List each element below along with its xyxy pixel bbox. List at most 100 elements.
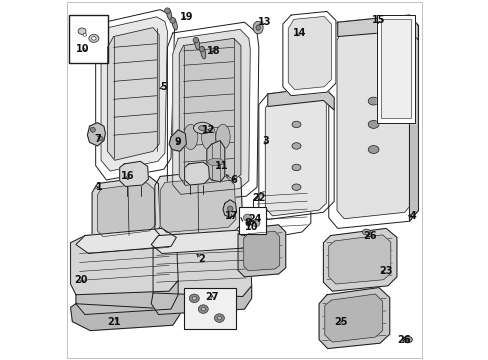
Polygon shape <box>267 87 333 110</box>
Text: 15: 15 <box>371 15 385 26</box>
Text: 11: 11 <box>214 161 227 171</box>
Ellipse shape <box>207 158 224 166</box>
Text: 4: 4 <box>409 211 416 221</box>
Ellipse shape <box>198 126 206 131</box>
Ellipse shape <box>193 37 198 43</box>
Text: 25: 25 <box>334 317 347 327</box>
Polygon shape <box>323 228 396 291</box>
Text: 5: 5 <box>160 82 167 92</box>
Text: 9: 9 <box>174 138 181 147</box>
Polygon shape <box>381 19 410 118</box>
Ellipse shape <box>200 46 205 59</box>
Ellipse shape <box>255 25 260 30</box>
Polygon shape <box>184 162 209 185</box>
Ellipse shape <box>367 145 378 153</box>
Ellipse shape <box>367 121 378 129</box>
Polygon shape <box>76 228 176 253</box>
Ellipse shape <box>291 143 301 149</box>
Ellipse shape <box>169 18 175 23</box>
Polygon shape <box>258 87 333 220</box>
Polygon shape <box>223 200 236 218</box>
Polygon shape <box>169 130 186 151</box>
Polygon shape <box>324 294 382 342</box>
Polygon shape <box>120 161 148 186</box>
Polygon shape <box>376 15 414 123</box>
Bar <box>69 15 108 63</box>
Ellipse shape <box>253 21 263 34</box>
Ellipse shape <box>243 214 251 221</box>
Polygon shape <box>97 183 155 237</box>
Text: 23: 23 <box>379 266 392 276</box>
Text: 16: 16 <box>121 171 134 181</box>
Polygon shape <box>96 10 174 180</box>
Text: 12: 12 <box>202 125 215 135</box>
Polygon shape <box>167 22 258 203</box>
Polygon shape <box>337 15 418 40</box>
Ellipse shape <box>164 8 170 14</box>
Ellipse shape <box>166 8 172 21</box>
Ellipse shape <box>193 122 211 134</box>
Polygon shape <box>70 228 178 304</box>
Polygon shape <box>76 280 178 315</box>
Ellipse shape <box>201 307 205 311</box>
Ellipse shape <box>192 297 196 300</box>
Polygon shape <box>206 140 224 182</box>
Ellipse shape <box>83 33 86 36</box>
Polygon shape <box>179 39 241 185</box>
Ellipse shape <box>201 125 215 149</box>
Ellipse shape <box>189 294 199 303</box>
Polygon shape <box>336 23 410 219</box>
Ellipse shape <box>183 125 198 149</box>
Ellipse shape <box>92 37 96 40</box>
Ellipse shape <box>199 46 204 52</box>
Text: 7: 7 <box>94 134 101 144</box>
Polygon shape <box>282 12 335 96</box>
Ellipse shape <box>194 37 199 50</box>
Text: 22: 22 <box>252 193 265 203</box>
Ellipse shape <box>402 336 411 343</box>
Text: 3: 3 <box>262 136 269 145</box>
Text: 26: 26 <box>397 334 410 345</box>
Ellipse shape <box>291 164 301 171</box>
Ellipse shape <box>99 136 103 141</box>
Ellipse shape <box>251 220 260 226</box>
Text: 2: 2 <box>198 254 204 264</box>
Polygon shape <box>328 235 390 284</box>
Text: 17: 17 <box>225 211 238 221</box>
Polygon shape <box>155 169 242 237</box>
Polygon shape <box>160 176 235 232</box>
Polygon shape <box>287 17 330 90</box>
Text: 6: 6 <box>230 175 237 185</box>
Ellipse shape <box>227 206 232 211</box>
Polygon shape <box>172 30 250 194</box>
Ellipse shape <box>171 18 177 30</box>
Text: 1: 1 <box>96 182 102 192</box>
Text: 14: 14 <box>293 28 306 38</box>
Ellipse shape <box>198 305 208 314</box>
Text: 8: 8 <box>244 218 251 228</box>
Bar <box>183 288 235 329</box>
Text: 26: 26 <box>363 231 376 240</box>
Polygon shape <box>107 28 159 160</box>
Polygon shape <box>265 93 325 216</box>
Polygon shape <box>253 184 310 239</box>
Ellipse shape <box>78 28 86 35</box>
Polygon shape <box>328 15 418 228</box>
Text: 19: 19 <box>180 12 193 22</box>
Ellipse shape <box>367 97 378 105</box>
Polygon shape <box>319 288 389 348</box>
Polygon shape <box>408 15 418 221</box>
Ellipse shape <box>291 184 301 190</box>
Bar <box>239 207 265 234</box>
Polygon shape <box>87 123 105 146</box>
Polygon shape <box>153 230 251 302</box>
Polygon shape <box>92 176 160 243</box>
Text: 24: 24 <box>248 215 262 224</box>
Ellipse shape <box>405 338 409 341</box>
Text: 27: 27 <box>205 292 219 302</box>
Ellipse shape <box>90 127 95 132</box>
Polygon shape <box>151 286 251 315</box>
Text: 20: 20 <box>75 275 88 285</box>
Text: 18: 18 <box>207 46 221 56</box>
Ellipse shape <box>291 121 301 128</box>
